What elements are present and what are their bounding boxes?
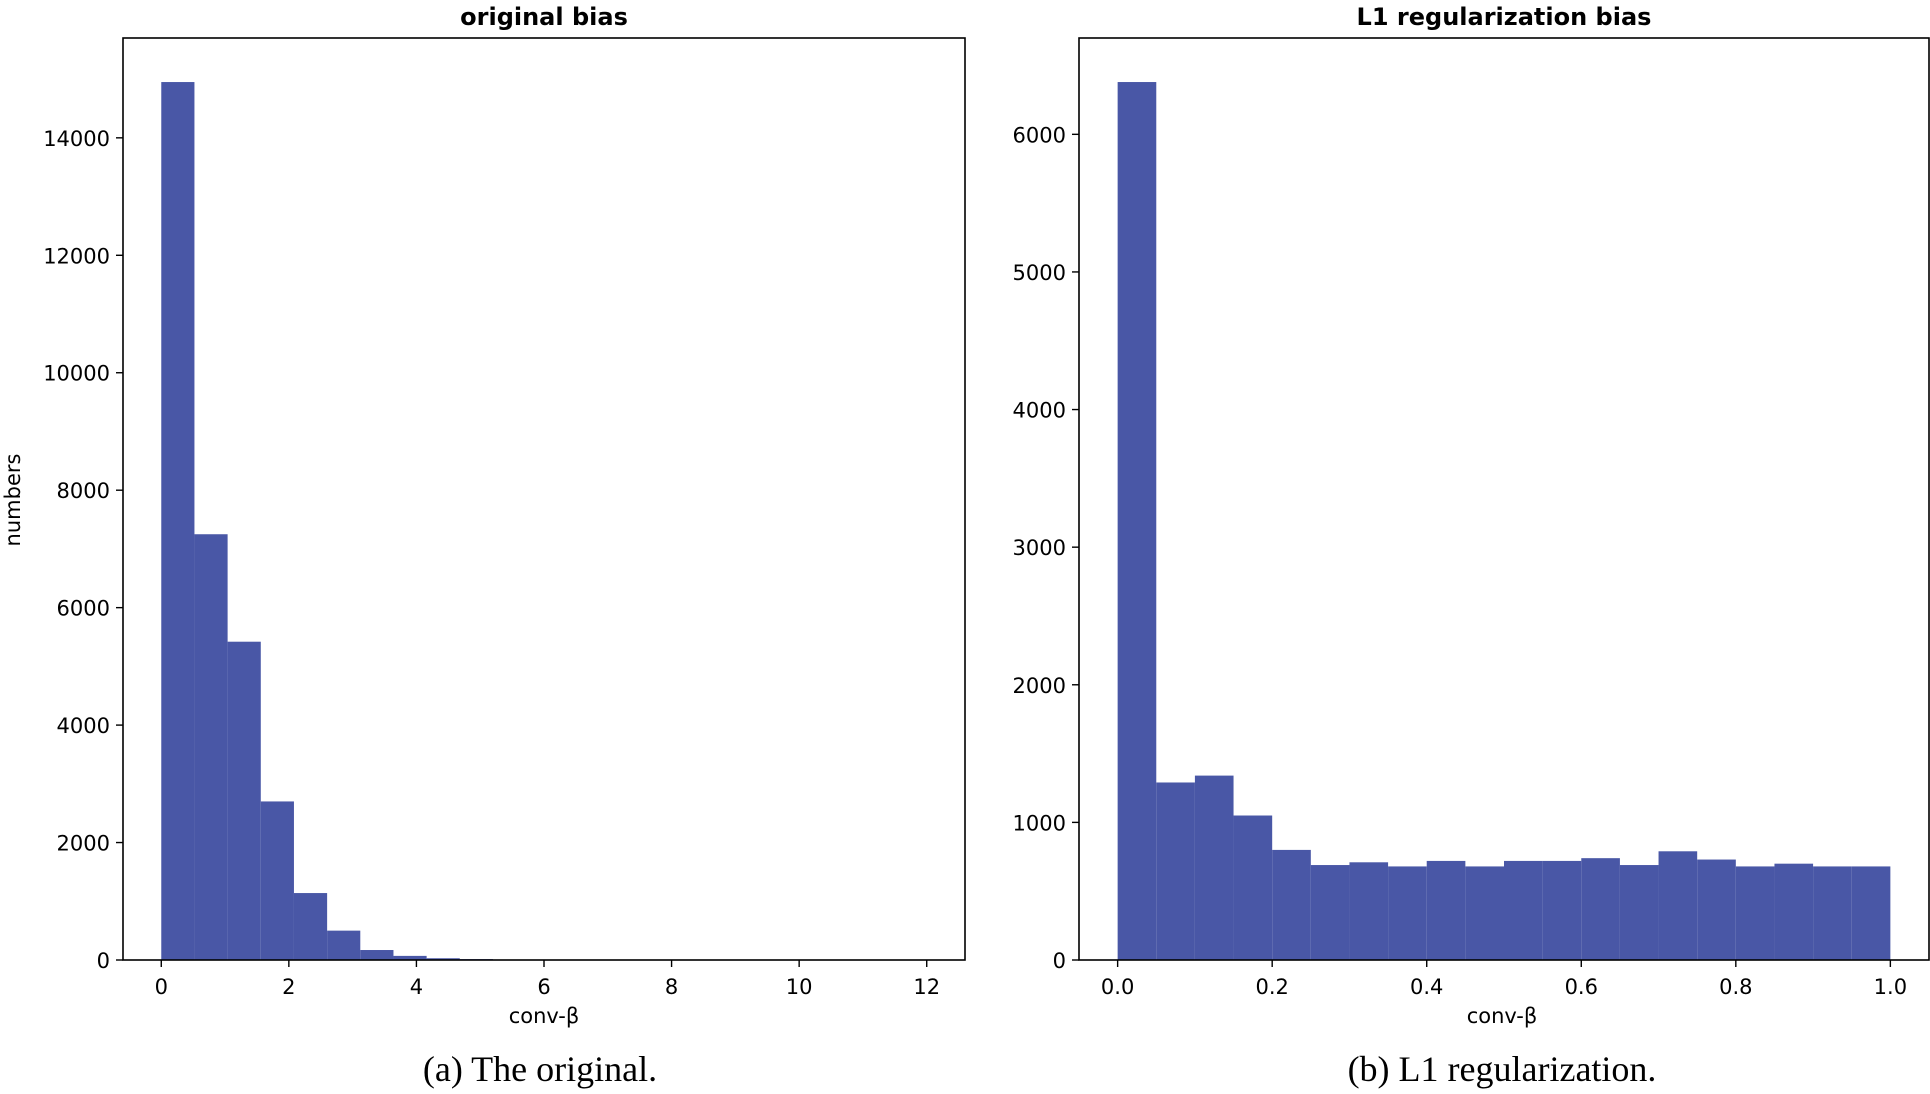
histogram-bar [1117, 82, 1157, 960]
x-tick-label: 10 [786, 975, 813, 999]
x-tick-label: 6 [537, 975, 550, 999]
histogram-bar [1426, 860, 1466, 960]
histogram-bar [227, 641, 261, 960]
histogram-bar [393, 955, 427, 960]
x-tick-label: 12 [913, 975, 940, 999]
y-tick-label: 10000 [43, 362, 110, 386]
x-axis-label-original: conv-β [509, 1004, 580, 1028]
x-axis-label-l1: conv-β [1467, 1004, 1538, 1028]
y-tick-label: 4000 [1013, 399, 1066, 423]
chart-title-l1: L1 regularization bias [1357, 3, 1652, 31]
histogram-bar [1619, 865, 1659, 960]
histogram-bar [161, 82, 195, 961]
y-tick-label: 8000 [57, 479, 110, 503]
panel-b: 0.0 0.2 0.4 0.6 0.8 1.0 0 1000 2000 3000 4000 5000… [1013, 3, 1930, 1089]
histogram-bar [1581, 858, 1620, 960]
y-tick-label: 0 [1053, 949, 1066, 973]
histogram-bar [1851, 866, 1891, 960]
histogram-bar [1349, 862, 1389, 960]
histogram-bar [426, 958, 460, 960]
histogram-bar [260, 801, 294, 960]
histogram-bar [360, 950, 394, 960]
y-tick-label: 2000 [57, 832, 110, 856]
histogram-bar [1272, 849, 1311, 960]
y-tick-label: 1000 [1013, 811, 1066, 835]
histogram-bar [194, 534, 228, 960]
y-ticks-l1: 0 1000 2000 3000 4000 5000 6000 [1013, 123, 1079, 973]
histogram-bar [1194, 775, 1234, 960]
histogram-bar [1310, 865, 1350, 960]
histogram-bar [1504, 860, 1543, 960]
x-tick-label: 0.4 [1410, 975, 1443, 999]
x-tick-label: 1.0 [1874, 975, 1907, 999]
histogram-bar [1697, 859, 1736, 960]
y-tick-label: 0 [97, 949, 110, 973]
histogram-bar [293, 893, 328, 960]
y-tick-label: 12000 [43, 244, 110, 268]
x-tick-label: 0.0 [1101, 975, 1134, 999]
histogram-bar [1388, 866, 1427, 960]
y-tick-label: 6000 [57, 597, 110, 621]
bars-l1 [1117, 82, 1891, 960]
y-axis-label-original: numbers [1, 454, 25, 547]
caption-original: (a) The original. [423, 1049, 657, 1089]
y-tick-label: 14000 [43, 127, 110, 151]
x-tick-label: 0.8 [1719, 975, 1752, 999]
x-ticks-original: 0 2 4 6 8 10 12 [155, 960, 940, 999]
x-ticks-l1: 0.0 0.2 0.4 0.6 0.8 1.0 [1101, 960, 1907, 999]
y-tick-label: 5000 [1013, 261, 1066, 285]
histogram-bar [1542, 860, 1582, 960]
y-tick-label: 6000 [1013, 123, 1066, 147]
x-tick-label: 8 [665, 975, 678, 999]
histogram-bar [1156, 782, 1195, 960]
y-tick-label: 3000 [1013, 536, 1066, 560]
x-tick-label: 2 [282, 975, 295, 999]
histogram-bar [1465, 866, 1504, 960]
caption-l1: (b) L1 regularization. [1348, 1049, 1657, 1089]
histogram-bar [1233, 815, 1273, 960]
histogram-bar [327, 930, 361, 960]
y-ticks-original: 0 2000 4000 6000 8000 10000 12000 14000 [43, 127, 123, 973]
chart-title-original: original bias [460, 3, 628, 31]
panel-a: 0 2 4 6 8 10 12 0 2000 4000 6000 8000 10000 12000 140… [1, 3, 966, 1089]
plot-frame-l1 [1078, 37, 1930, 961]
y-tick-label: 4000 [57, 714, 110, 738]
bars-original [161, 82, 493, 961]
x-tick-label: 0.6 [1565, 975, 1598, 999]
x-tick-label: 0 [155, 975, 168, 999]
x-tick-label: 0.2 [1255, 975, 1288, 999]
x-tick-label: 4 [410, 975, 423, 999]
histogram-bar [1774, 863, 1814, 960]
histogram-bar [1735, 866, 1775, 960]
y-tick-label: 2000 [1013, 674, 1066, 698]
histogram-bar [1658, 851, 1698, 960]
histogram-bar [1813, 866, 1852, 960]
